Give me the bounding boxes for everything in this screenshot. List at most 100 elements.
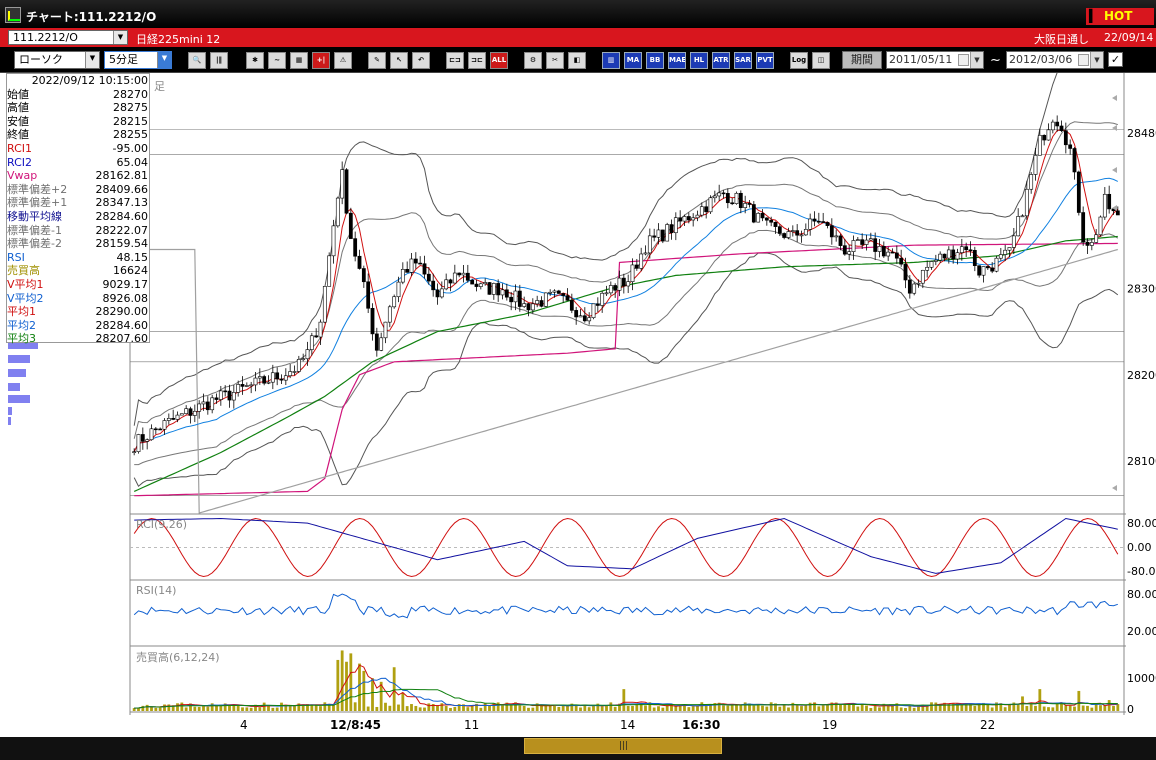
candle [985,266,990,269]
volume-bar [132,708,136,711]
chevron-down-icon[interactable]: ▼ [157,52,171,68]
all-button[interactable]: ALL [490,52,508,69]
rci2-line [134,517,1118,574]
candle [877,246,882,252]
volume-bar [722,705,725,711]
volume-bar [306,704,309,711]
log-button[interactable]: Log [790,52,808,69]
chevron-down-icon[interactable]: ▼ [85,52,99,68]
indicator-icon[interactable]: ✱ [246,52,264,69]
time-tick-label: 16:30 [682,718,721,732]
alert-icon[interactable]: ⚠ [334,52,352,69]
candle [829,225,834,238]
bar-tool-icon[interactable]: |‖ [210,52,228,69]
candle [1007,247,1012,251]
volume-bar [774,703,777,711]
candle [825,222,830,226]
volume-bar [579,707,582,711]
volume-bar [956,703,959,711]
symbol-combo[interactable]: 111.2212/O ▼ [8,30,128,45]
data-panel-row: 標準偏差+1 28347.13 [7,196,149,210]
pencil-icon[interactable]: ✎ [368,52,386,69]
volume-bar [704,705,708,711]
data-panel-value: 16624 [113,264,148,278]
wrench-icon[interactable]: ✂ [546,52,564,69]
sar-button[interactable]: SAR [734,52,752,69]
volume-bar [899,707,903,711]
gear-icon[interactable]: ⚙ [524,52,542,69]
candle [366,281,371,309]
volume-bar [366,706,370,711]
scroll-thumb[interactable]: ||| [524,738,722,754]
candle [158,428,163,431]
candle [409,258,414,273]
candle [539,300,544,307]
bollinger-lower2-line [133,252,1119,487]
chart-area[interactable]: 28480 28300 28200 28100 RCI(9,26) 80.00 0.00 -8… [0,73,1156,715]
candle [192,410,197,416]
mae-button[interactable]: MAE [668,52,686,69]
atr-button[interactable]: ATR [712,52,730,69]
chevron-down-icon[interactable]: ▼ [970,52,983,68]
candle [140,434,145,442]
data-panel-label: 高値 [7,101,29,115]
volume-bar [977,704,981,711]
volume-bar [882,703,886,711]
calendar-icon[interactable] [958,54,969,66]
line-draw-icon[interactable]: ~ [268,52,286,69]
chevron-down-icon[interactable]: ▼ [113,31,127,44]
hl-button[interactable]: HL [690,52,708,69]
interval-select[interactable]: 5分足 ▼ [104,51,172,69]
volume-bar [210,703,214,711]
candle [816,220,821,223]
chart-canvas[interactable]: 28480 28300 28200 28100 RCI(9,26) 80.00 0.00 -8… [0,73,1156,715]
hot-button[interactable]: ▍ HOT [1086,8,1154,25]
candle [643,252,648,255]
candle [907,279,912,294]
range-checkbox[interactable]: ✓ [1108,52,1123,67]
candle-narrow-icon[interactable]: ⊏⊐ [446,52,464,69]
chart-scrollbar[interactable]: ||| [0,737,1156,760]
palette-icon[interactable]: ◧ [568,52,586,69]
candle [1042,134,1047,141]
date-to-field[interactable]: 2012/03/06 ▼ [1006,51,1104,69]
candle-wide-icon[interactable]: ⊐⊏ [468,52,486,69]
tick-icon[interactable]: +| [312,52,330,69]
period-button[interactable]: 期間 [842,51,882,69]
chevron-down-icon[interactable]: ▼ [1090,52,1103,68]
pvt-button[interactable]: PVT [756,52,774,69]
date-from-field[interactable]: 2011/05/11 ▼ [886,51,984,69]
candle [188,408,193,416]
candle [210,397,215,411]
time-tick-label: 12/8:45 [330,718,381,732]
bb-button[interactable]: BB [646,52,664,69]
volume-bar [739,704,743,711]
data-panel-value: 28284.60 [95,318,149,332]
cursor-icon[interactable]: ↖ [390,52,408,69]
date-to-value: 2012/03/06 [1009,53,1073,66]
volume-bar [795,704,799,711]
volume-bar [531,707,535,711]
volume-bar [241,707,244,711]
volume-bar [553,706,556,711]
chart-type-select[interactable]: ローソク ▼ [14,51,100,69]
calendar-icon[interactable] [1078,54,1089,66]
ma-button[interactable]: MA [624,52,642,69]
candle [608,285,613,294]
candle [171,418,176,420]
chart-toolbar: ローソク ▼ 5分足 ▼ 🔍 |‖ ✱ ~ ▦ +| ⚠ ✎ ↖ ↶ ⊏⊐ ⊐⊏ ALL ⚙ ✂ ◧ ▥ MA BB MA… [0,47,1156,73]
grid-icon[interactable]: ▦ [290,52,308,69]
undo-icon[interactable]: ↶ [412,52,430,69]
volume-bar [600,706,604,711]
candle [1098,216,1103,236]
split-icon[interactable]: ◫ [812,52,830,69]
candle [990,267,995,272]
data-panel-rows: 始値 28270 高値 28275 安値 28215 終値 28255 RCI1 -95.00 RC… [7,88,149,346]
volume-bar [696,705,699,711]
bar-chart-icon[interactable]: ▥ [602,52,620,69]
volume-bar [960,704,964,711]
zoom-icon[interactable]: 🔍 [188,52,206,69]
volume-bar [639,702,643,711]
volume-bar [544,705,548,711]
data-panel-label: RSI [7,250,25,264]
